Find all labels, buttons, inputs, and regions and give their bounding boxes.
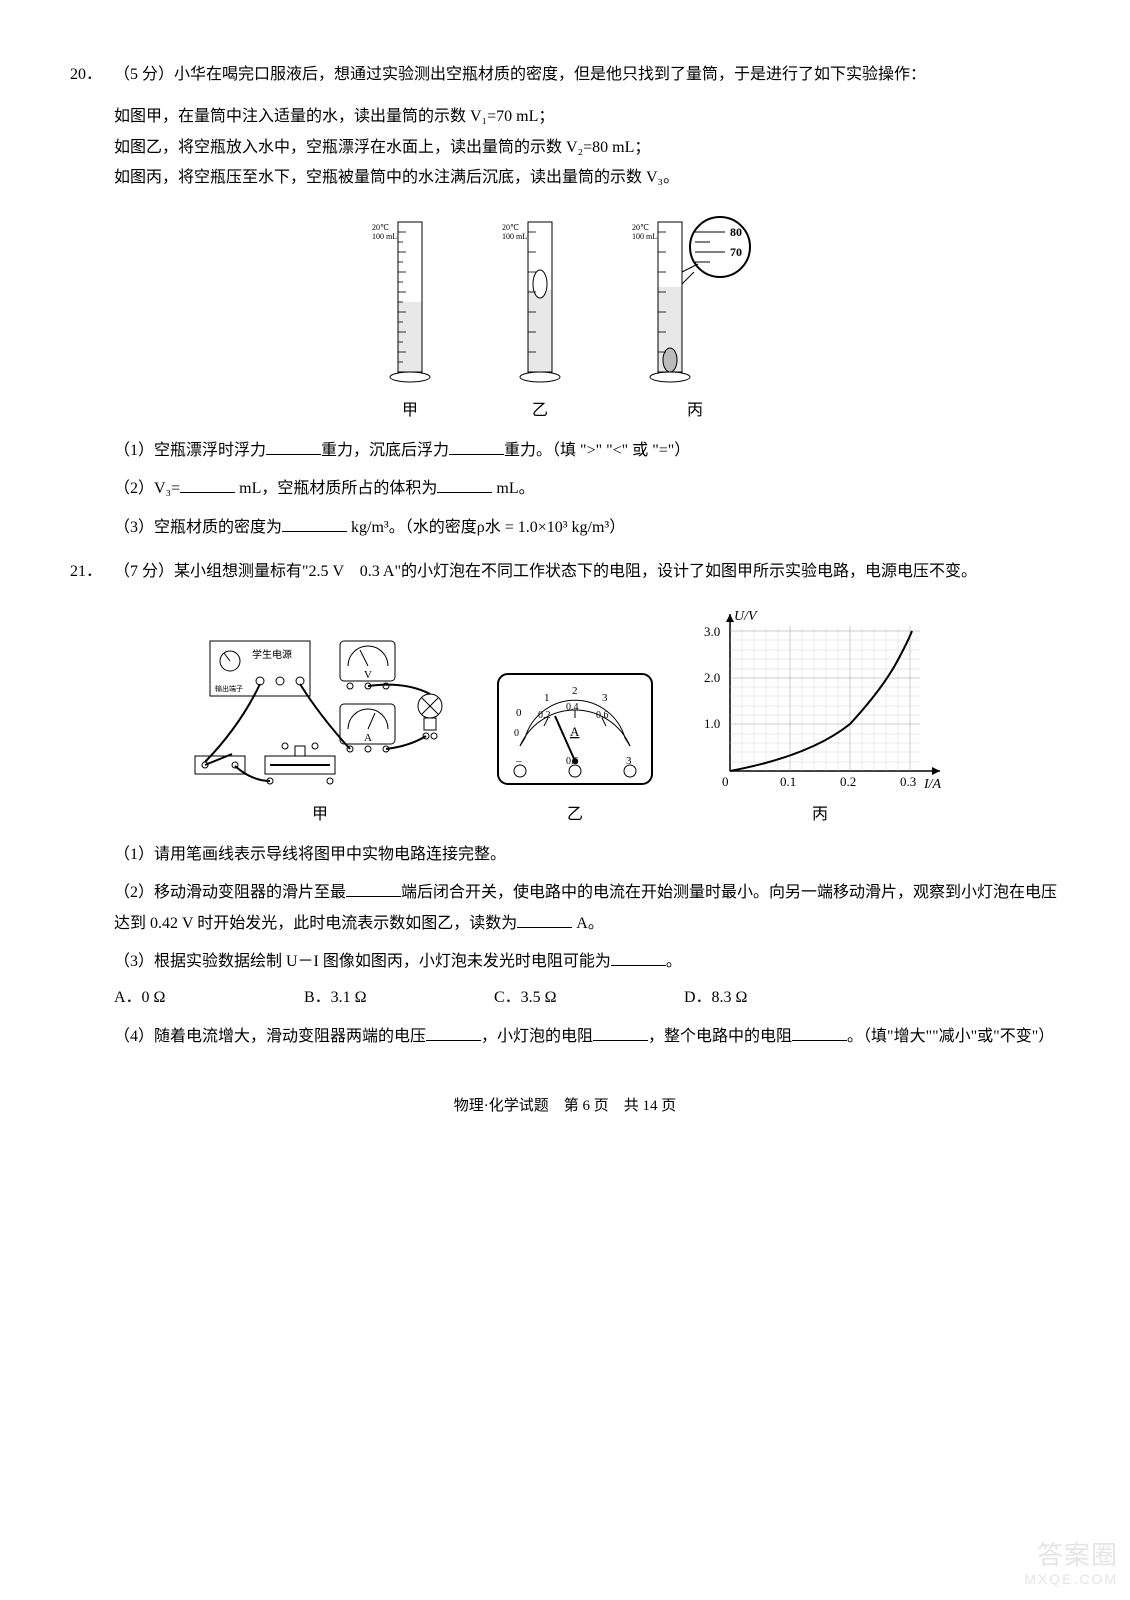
q21-sub4: （4）随着电流增大，滑动变阻器两端的电压，小灯泡的电阻，整个电路中的电阻。（填"… xyxy=(114,1022,1060,1052)
svg-text:100 mL: 100 mL xyxy=(632,232,657,241)
q21-body: （7 分）某小组想测量标有"2.5 V 0.3 A"的小灯泡在不同工作状态下的电… xyxy=(114,557,1060,587)
svg-text:A: A xyxy=(570,724,580,739)
svg-text:20℃: 20℃ xyxy=(632,223,649,232)
q20-fig-yi: 20℃ 100 mL 乙 xyxy=(500,212,580,426)
choice-d[interactable]: D．8.3 Ω xyxy=(684,983,804,1013)
watermark-line2: MXQE.COM xyxy=(1024,1571,1118,1588)
cylinder-jia-svg: 20℃ 100 mL xyxy=(370,212,450,392)
choice-a[interactable]: A．0 Ω xyxy=(114,983,234,1013)
blank[interactable] xyxy=(593,1023,648,1041)
circuit-svg: 学生电源 输出端子 V A xyxy=(180,626,460,796)
blank[interactable] xyxy=(517,910,572,928)
svg-text:3.0: 3.0 xyxy=(704,624,720,639)
q21-intro: （7 分）某小组想测量标有"2.5 V 0.3 A"的小灯泡在不同工作状态下的电… xyxy=(114,563,977,580)
q20-fig-bing: 80 70 20℃ 100 mL 丙 xyxy=(630,212,760,426)
graph-svg: 3.0 2.0 1.0 0 0.1 0.2 0.3 U/V I/A xyxy=(690,606,950,796)
svg-text:3: 3 xyxy=(626,755,632,767)
svg-text:70: 70 xyxy=(730,245,742,259)
q20-body: （5 分）小华在喝完口服液后，想通过实验测出空瓶材质的密度，但是他只找到了量筒，… xyxy=(114,60,1060,90)
svg-text:U/V: U/V xyxy=(734,609,758,624)
svg-text:0: 0 xyxy=(516,707,522,719)
choice-b[interactable]: B．3.1 Ω xyxy=(304,983,424,1013)
svg-text:2.0: 2.0 xyxy=(704,670,720,685)
svg-text:2: 2 xyxy=(572,685,578,697)
svg-text:0.6: 0.6 xyxy=(566,756,579,767)
svg-text:1: 1 xyxy=(544,692,550,704)
svg-text:0.3: 0.3 xyxy=(900,774,916,789)
watermark: 答案圈 MXQE.COM xyxy=(1024,1540,1118,1588)
svg-text:0.2: 0.2 xyxy=(538,710,551,721)
blank[interactable] xyxy=(426,1023,481,1041)
q21-sub1: （1）请用笔画线表示导线将图甲中实物电路连接完整。 xyxy=(114,840,1060,870)
svg-text:20℃: 20℃ xyxy=(502,223,519,232)
blank[interactable] xyxy=(611,948,666,966)
label-bing: 丙 xyxy=(812,800,828,830)
q21-fig-yi: 0 1 2 3 0 0.2 0.4 0.6 A – 0.6 3 乙 xyxy=(490,666,660,830)
svg-text:1.0: 1.0 xyxy=(704,716,720,731)
blank[interactable] xyxy=(449,437,504,455)
q21-sub2: （2）移动滑动变阻器的滑片至最端后闭合开关，使电路中的电流在开始测量时最小。向另… xyxy=(114,878,1060,939)
blank[interactable] xyxy=(180,476,235,494)
q20-fig-jia: 20℃ 100 mL 甲 xyxy=(370,212,450,426)
blank[interactable] xyxy=(792,1023,847,1041)
svg-text:0.1: 0.1 xyxy=(780,774,796,789)
q20-sub1: （1）空瓶漂浮时浮力重力，沉底后浮力重力。（填 ">" "<" 或 "="） xyxy=(114,436,1060,466)
cylinder-bing-svg: 80 70 20℃ 100 mL xyxy=(630,212,760,392)
svg-text:–: – xyxy=(515,755,522,767)
question-20: 20． （5 分）小华在喝完口服液后，想通过实验测出空瓶材质的密度，但是他只找到… xyxy=(70,60,1060,90)
q20-number: 20． xyxy=(70,60,114,90)
label-jia: 甲 xyxy=(402,396,418,426)
svg-text:20℃: 20℃ xyxy=(372,223,389,232)
blank[interactable] xyxy=(282,514,347,532)
q21-choices: A．0 Ω B．3.1 Ω C．3.5 Ω D．8.3 Ω xyxy=(114,983,1060,1013)
cylinder-yi-svg: 20℃ 100 mL xyxy=(500,212,580,392)
svg-text:3: 3 xyxy=(602,692,608,704)
blank[interactable] xyxy=(266,437,321,455)
svg-text:0.2: 0.2 xyxy=(840,774,856,789)
label-yi: 乙 xyxy=(532,396,548,426)
ammeter-svg: 0 1 2 3 0 0.2 0.4 0.6 A – 0.6 3 xyxy=(490,666,660,796)
label-bing: 丙 xyxy=(687,396,703,426)
label-yi: 乙 xyxy=(567,800,583,830)
svg-text:0: 0 xyxy=(722,774,729,789)
blank[interactable] xyxy=(437,476,492,494)
svg-text:80: 80 xyxy=(730,225,742,239)
question-21: 21． （7 分）某小组想测量标有"2.5 V 0.3 A"的小灯泡在不同工作状… xyxy=(70,557,1060,587)
svg-text:学生电源: 学生电源 xyxy=(252,648,292,661)
q21-figures: 学生电源 输出端子 V A xyxy=(70,606,1060,830)
q21-fig-bing: 3.0 2.0 1.0 0 0.1 0.2 0.3 U/V I/A 丙 xyxy=(690,606,950,830)
watermark-line1: 答案圈 xyxy=(1024,1540,1118,1571)
q21-number: 21． xyxy=(70,557,114,587)
svg-text:100 mL: 100 mL xyxy=(502,232,527,241)
q20-line-a: 如图甲，在量筒中注入适量的水，读出量筒的示数 V₁=70 mL； xyxy=(114,102,1060,132)
label-jia: 甲 xyxy=(312,800,328,830)
svg-text:A: A xyxy=(364,732,372,744)
svg-text:100 mL: 100 mL xyxy=(372,232,397,241)
q21-sub3: （3）根据实验数据绘制 U－I 图像如图丙，小灯泡未发光时电阻可能为。 xyxy=(114,947,1060,977)
q20-line-c: 如图丙，将空瓶压至水下，空瓶被量筒中的水注满后沉底，读出量筒的示数 V₃。 xyxy=(114,163,1060,193)
svg-text:I/A: I/A xyxy=(923,777,942,792)
q20-sub3: （3）空瓶材质的密度为 kg/m³。（水的密度ρ水 = 1.0×10³ kg/m… xyxy=(114,513,1060,543)
q20-figures: 20℃ 100 mL 甲 20℃ 100 mL 乙 xyxy=(70,212,1060,426)
svg-text:0: 0 xyxy=(514,728,519,739)
q21-fig-jia: 学生电源 输出端子 V A xyxy=(180,626,460,830)
q20-intro: （5 分）小华在喝完口服液后，想通过实验测出空瓶材质的密度，但是他只找到了量筒，… xyxy=(114,66,926,83)
blank[interactable] xyxy=(346,880,401,898)
svg-text:0.4: 0.4 xyxy=(566,702,579,713)
svg-text:V: V xyxy=(364,669,372,681)
q20-line-b: 如图乙，将空瓶放入水中，空瓶漂浮在水面上，读出量筒的示数 V₂=80 mL； xyxy=(114,133,1060,163)
q20-sub2: （2）V₃= mL，空瓶材质所占的体积为 mL。 xyxy=(114,474,1060,504)
page-footer: 物理·化学试题 第 6 页 共 14 页 xyxy=(70,1092,1060,1121)
svg-text:0.6: 0.6 xyxy=(596,710,609,721)
svg-text:输出端子: 输出端子 xyxy=(215,684,243,693)
choice-c[interactable]: C．3.5 Ω xyxy=(494,983,614,1013)
